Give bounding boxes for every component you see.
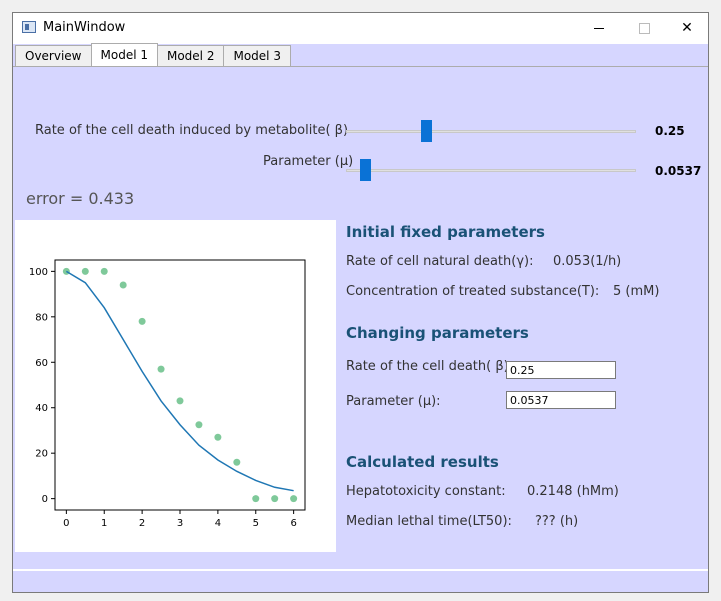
x-tick-label: 0 xyxy=(63,518,69,529)
tab-model-2[interactable]: Model 2 xyxy=(156,45,225,66)
tab-overview[interactable]: Overview xyxy=(15,45,92,66)
lt50-value: ??? (h) xyxy=(535,514,579,529)
data-point xyxy=(176,397,184,405)
model-fit-line xyxy=(65,270,294,492)
maximize-button[interactable] xyxy=(621,13,667,43)
close-button[interactable]: ✕ xyxy=(664,13,710,43)
x-tick-label: 2 xyxy=(139,518,145,529)
mu-slider-thumb[interactable] xyxy=(360,159,371,181)
y-tick-label: 100 xyxy=(29,267,48,278)
mu-slider-label: Parameter (μ) xyxy=(263,154,354,169)
x-tick-label: 4 xyxy=(215,518,221,529)
minimize-button[interactable] xyxy=(576,13,622,43)
data-point xyxy=(252,495,260,503)
natural-death-value: 0.053(1/h) xyxy=(553,254,622,269)
calculated-results-header: Calculated results xyxy=(346,453,499,471)
tab-model-3[interactable]: Model 3 xyxy=(223,45,291,66)
data-point xyxy=(271,495,279,503)
concentration-label: Concentration of treated substance(T): xyxy=(346,284,600,299)
tab-divider xyxy=(13,66,708,67)
beta-slider[interactable] xyxy=(346,120,636,142)
data-point xyxy=(195,421,203,429)
beta-slider-thumb[interactable] xyxy=(421,120,432,142)
plot-area xyxy=(54,259,306,511)
model1-tab-content: Overview Model 1 Model 2 Model 3 Rate of… xyxy=(13,43,708,592)
maximize-icon xyxy=(638,22,650,34)
app-window-icon xyxy=(22,21,36,33)
beta-slider-track[interactable] xyxy=(346,130,636,133)
mu-slider-value: 0.0537 xyxy=(655,164,702,178)
title-bar[interactable]: MainWindow ✕ xyxy=(13,13,708,44)
data-point xyxy=(138,317,146,325)
data-point xyxy=(157,365,165,373)
beta-field[interactable] xyxy=(506,361,616,379)
data-point xyxy=(81,267,89,275)
error-text: error = 0.433 xyxy=(26,189,135,208)
data-point xyxy=(290,495,298,503)
status-divider xyxy=(13,569,708,571)
data-point xyxy=(214,433,222,441)
y-tick-label: 0 xyxy=(42,494,48,505)
data-point xyxy=(119,281,127,289)
window-title: MainWindow xyxy=(43,20,126,35)
beta-field-label: Rate of the cell death( β): xyxy=(346,359,514,374)
beta-slider-value: 0.25 xyxy=(655,124,685,138)
changing-parameters-header: Changing parameters xyxy=(346,324,529,342)
main-window: MainWindow ✕ Overview Model 1 Model 2 Mo… xyxy=(12,12,709,593)
x-tick-label: 3 xyxy=(177,518,183,529)
mu-field[interactable] xyxy=(506,391,616,409)
y-tick-label: 60 xyxy=(35,358,48,369)
y-tick-label: 40 xyxy=(35,403,48,414)
y-tick-label: 20 xyxy=(35,449,48,460)
hepatotoxicity-value: 0.2148 (hMm) xyxy=(527,484,619,499)
x-tick-label: 1 xyxy=(101,518,107,529)
data-point xyxy=(100,267,108,275)
initial-parameters-header: Initial fixed parameters xyxy=(346,223,545,241)
minimize-icon xyxy=(594,27,604,29)
tab-bar: Overview Model 1 Model 2 Model 3 xyxy=(15,43,291,67)
x-tick-label: 5 xyxy=(253,518,259,529)
hepatotoxicity-label: Hepatotoxicity constant: xyxy=(346,484,506,499)
mu-slider-track[interactable] xyxy=(346,169,636,172)
plot-panel: 0 1 2 3 4 5 6 0 20 40 60 80 100 xyxy=(15,220,336,552)
close-icon: ✕ xyxy=(681,20,693,36)
data-point xyxy=(233,458,241,466)
x-tick-label: 6 xyxy=(290,518,296,529)
natural-death-label: Rate of cell natural death(γ): xyxy=(346,254,534,269)
y-tick-label: 80 xyxy=(35,312,48,323)
beta-slider-label: Rate of the cell death induced by metabo… xyxy=(35,123,349,138)
lt50-label: Median lethal time(LT50): xyxy=(346,514,512,529)
mu-slider[interactable] xyxy=(346,159,636,181)
mu-field-label: Parameter (μ): xyxy=(346,394,441,409)
concentration-value: 5 (mM) xyxy=(613,284,660,299)
tab-model-1[interactable]: Model 1 xyxy=(90,43,158,66)
